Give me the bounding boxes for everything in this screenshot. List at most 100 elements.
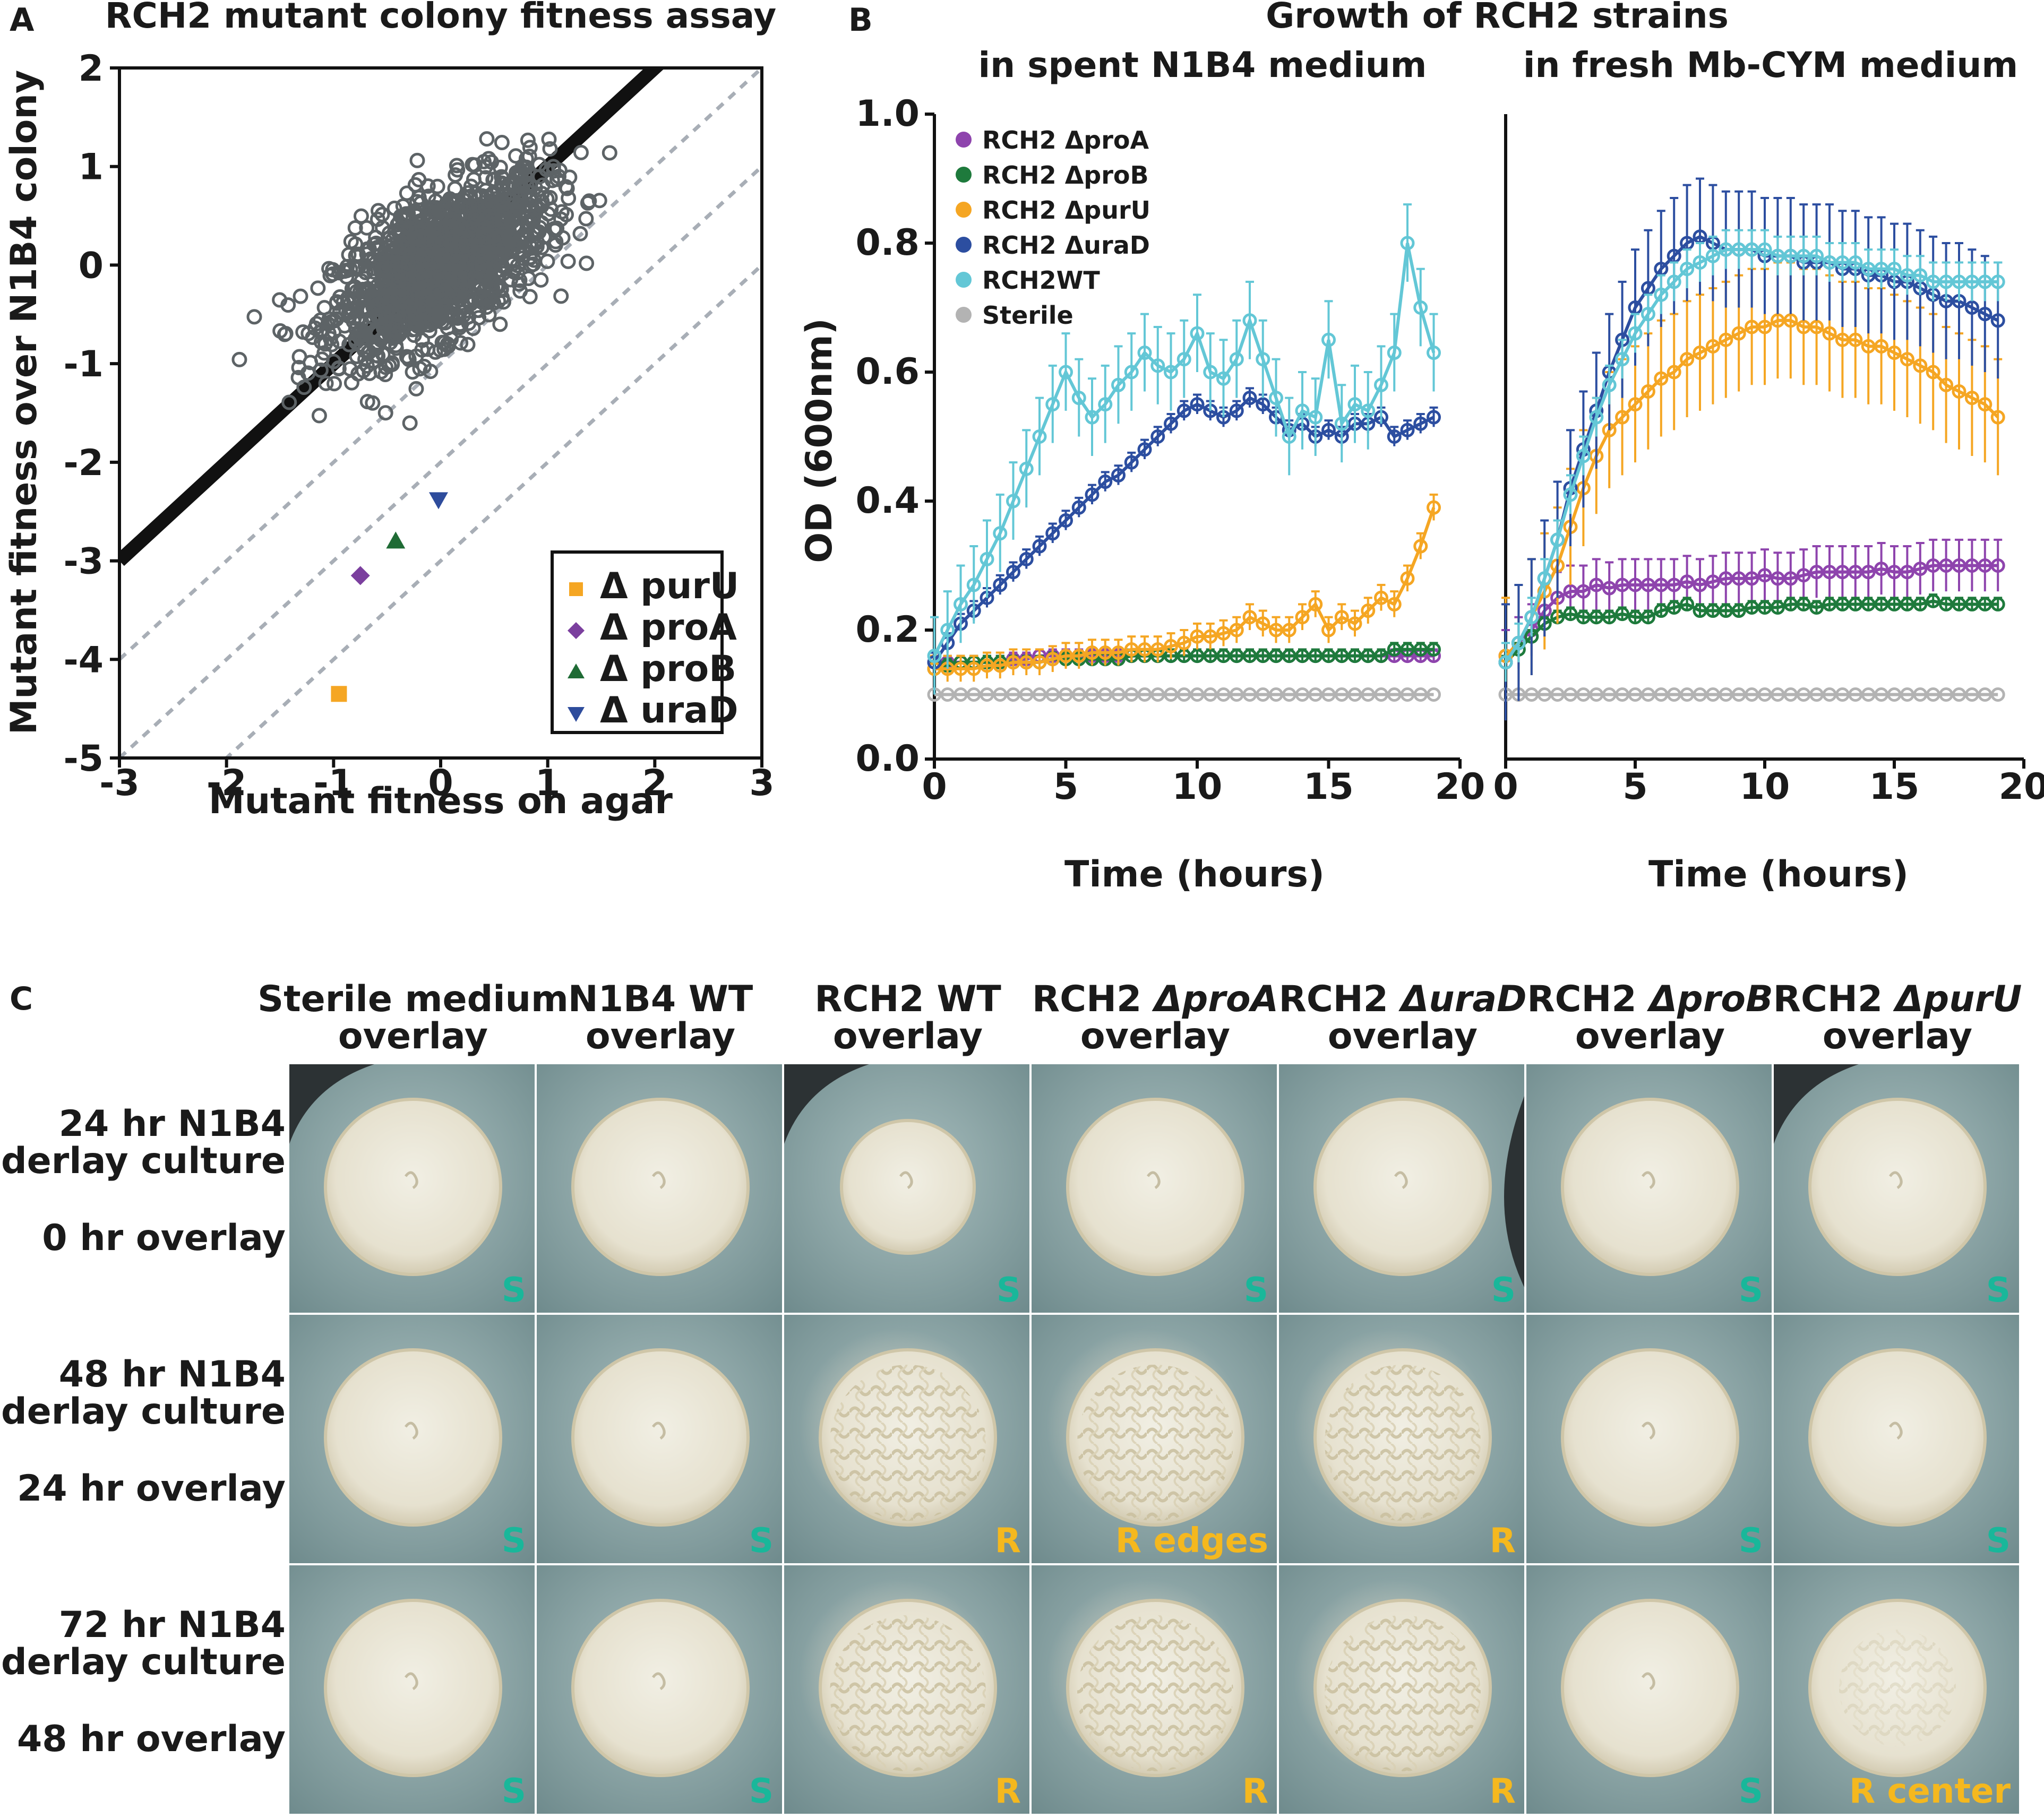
data-point [1913,597,1928,611]
mutant-point [578,211,594,227]
data-point [1176,352,1191,367]
data-point [1511,635,1526,650]
mutant-point [352,323,368,339]
data-point [1913,358,1928,373]
column-header-text: RCH2 WT [814,978,1001,1020]
data-point [1203,687,1218,702]
panel-label-b: B [848,2,873,39]
mutant-point [339,269,355,285]
data-point [1615,607,1630,622]
legend-marker-urad [568,707,585,722]
y-tick-label: -2 [63,442,104,484]
data-point [1361,649,1376,664]
colony-center-mark [1146,1171,1161,1190]
mutant-point [313,362,329,378]
mutant-point [457,284,473,300]
column-header-line2: overlay [1328,1015,1478,1057]
mutant-point [423,364,439,380]
mutant-point [529,235,545,251]
plate-status-label: R [1490,1772,1516,1811]
data-point [1085,645,1100,660]
x-tick-label: 10 [1740,766,1790,808]
x-tick-label: 20 [1435,766,1485,808]
column-header-line2: overlay [338,1015,488,1057]
data-point [980,658,994,673]
legend-label: RCH2 ΔuraD [982,231,1150,260]
y-tick-label: 1.0 [856,93,920,135]
mutant-point [506,264,522,280]
mutant-point [365,395,381,411]
data-point [1150,642,1165,657]
data-point [1071,687,1086,702]
legend-label: RCH2 ΔproA [982,126,1149,154]
plate-status-label: S [502,1271,526,1310]
data-point [1098,475,1113,489]
data-point [1256,616,1270,631]
mutant-point [538,161,554,177]
mutant-point [400,206,416,222]
plate-status-label: S [749,1772,774,1811]
data-point [1164,687,1178,702]
column-header-line1: RCH2 ΔpurU [1773,978,2022,1020]
legend-label: RCH2 ΔpurU [982,196,1150,225]
colony-center-mark [1641,1421,1655,1440]
column-header-line2: overlay [1823,1015,1972,1057]
series-line [934,507,1436,670]
data-point [954,687,968,702]
mutant-point [377,245,393,261]
plate-image: S [1774,1064,2019,1313]
mutant-point [430,178,445,194]
series-rch2wt [927,203,1441,695]
data-point [1874,339,1889,354]
data-point [1347,687,1362,702]
mutant-point [327,376,342,392]
mutant-point [368,229,384,245]
data-point [1848,332,1863,347]
mutant-point [492,316,508,332]
mutant-point [553,288,569,304]
data-point [1045,526,1060,541]
mutant-point [560,253,576,269]
mutant-point [416,299,432,315]
mutant-point [449,158,465,174]
plate-status-label: S [502,1772,526,1811]
mutant-point [400,255,416,271]
data-point [1269,623,1283,637]
data-point [1295,687,1310,702]
mutant-point [272,292,288,308]
mutant-point [461,315,477,331]
data-point [1229,623,1244,637]
data-point [1098,645,1113,660]
mutant-point [494,175,510,191]
column-header-italic: ΔproB [1646,978,1773,1020]
highlight-prob [386,531,406,549]
plate-image: R edges [1032,1315,1277,1563]
mutant-point [394,285,410,301]
data-point [1667,578,1681,592]
column-header-line1: RCH2 WT [814,978,1001,1020]
mutant-point [434,235,450,251]
mutant-point [408,381,424,397]
plate-edge-shadow [1504,1096,1524,1287]
mutant-point [535,177,551,193]
mutant-point [463,296,479,312]
data-point [1150,687,1165,702]
data-point [1164,365,1178,380]
data-point [1641,610,1655,625]
data-point [1229,687,1244,702]
data-point [1347,616,1362,631]
column-header-italic: ΔpurU [1893,978,2022,1020]
series-line [933,243,1436,657]
data-point [1731,604,1746,618]
data-point [1705,574,1720,589]
data-point [1176,687,1191,702]
mutant-point [541,131,557,147]
data-point [1887,346,1902,360]
mutant-point [533,272,549,288]
plate-status-label: S [1986,1521,2011,1561]
data-point [1176,403,1191,418]
panel-b-growth-curves: Growth of RCH2 strains in spent N1B4 med… [798,0,2044,895]
data-point [1952,384,1966,399]
panel-a-x-axis-label: Mutant fitness on agar [209,780,673,822]
y-tick-label: -1 [63,343,104,385]
